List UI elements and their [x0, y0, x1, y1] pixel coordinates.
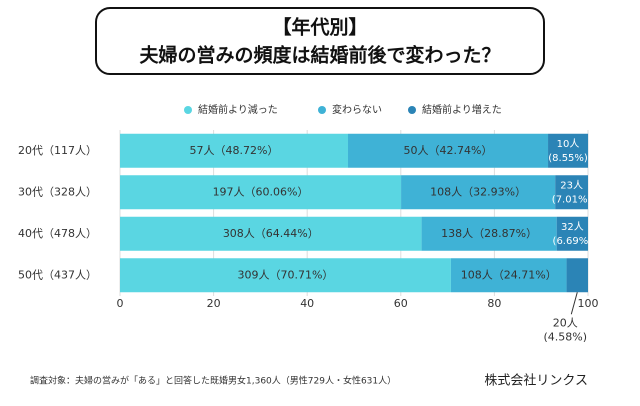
bar-segment — [120, 175, 402, 210]
data-label: 197人（60.06%） — [213, 185, 309, 198]
legend-dot — [408, 106, 416, 114]
data-label: 108人（32.93%） — [430, 185, 526, 198]
leader-line — [570, 292, 578, 315]
data-label: 108人（24.71%） — [461, 268, 557, 281]
bar-segment — [556, 216, 588, 251]
data-label: 50人（42.74%） — [404, 144, 493, 157]
data-label: (7.01%) — [552, 194, 592, 205]
y-tick-label: 20代（117人） — [18, 144, 97, 157]
y-tick-label: 30代（328人） — [18, 185, 97, 198]
bar-segment — [120, 216, 422, 251]
legend-dot — [184, 106, 192, 114]
x-tick-label: 80 — [487, 297, 501, 310]
legend-label: 結婚前より増えた — [422, 103, 502, 116]
legend-label: 結婚前より減った — [198, 103, 278, 116]
x-tick-label: 40 — [300, 297, 314, 310]
data-label: 309人（70.71%） — [237, 268, 333, 281]
bar-segment — [401, 175, 556, 210]
footnote: 調査対象：夫婦の営みが「ある」と回答した既婚男女1,360人（男性729人・女性… — [30, 375, 396, 387]
chart-subtitle: 夫婦の営みの頻度は結婚前後で変わった？ — [139, 44, 500, 67]
y-tick-label: 40代（478人） — [18, 227, 97, 240]
x-tick-label: 20 — [207, 297, 221, 310]
bar-segment — [421, 216, 557, 251]
source: 株式会社リンクス — [484, 373, 588, 389]
x-tick-label: 60 — [394, 297, 408, 310]
bar-segment — [548, 133, 589, 168]
data-label: (8.55%) — [548, 153, 588, 164]
data-label: 23人 — [560, 179, 583, 191]
data-label: (4.58%) — [544, 330, 588, 343]
bar-segment — [566, 258, 588, 293]
bar-segment — [348, 133, 549, 168]
x-tick-label: 100 — [578, 297, 599, 310]
legend-dot — [318, 106, 326, 114]
data-label: 138人（28.87%） — [441, 227, 537, 240]
data-label: 308人（64.44%） — [223, 227, 319, 240]
title-box — [95, 7, 545, 75]
data-label: 57人（48.72%） — [190, 144, 279, 157]
bar-segment — [120, 133, 349, 168]
bar-segment — [120, 258, 451, 293]
x-tick-label: 0 — [117, 297, 124, 310]
legend-label: 変わらない — [332, 103, 382, 116]
bar-segment — [555, 175, 588, 210]
data-label: 10人 — [557, 138, 580, 150]
data-label: 32人 — [561, 221, 584, 233]
y-tick-label: 50代（437人） — [18, 268, 97, 281]
data-label: 20人 — [553, 316, 578, 329]
data-label: (6.69%) — [553, 236, 593, 247]
chart-title: 【年代別】 — [272, 16, 367, 39]
bar-segment — [450, 258, 567, 293]
